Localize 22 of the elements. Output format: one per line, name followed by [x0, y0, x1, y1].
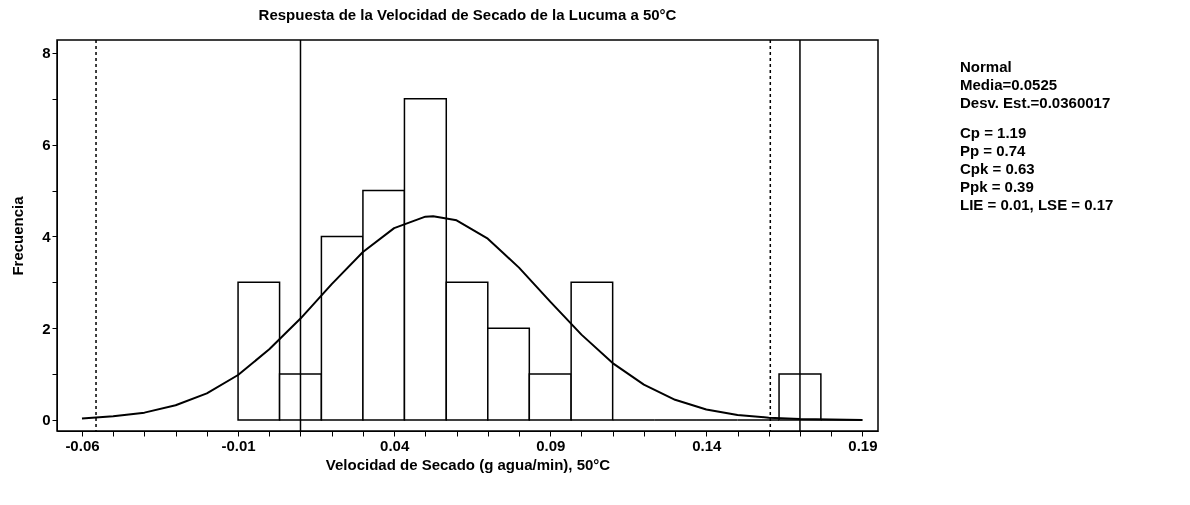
text: Cpk = 0.63: [960, 160, 1036, 178]
x-axis-title: Velocidad de Secado (g agua/min), 50°C: [325, 455, 611, 473]
y-tick-label: 8: [42, 44, 51, 62]
y-tick-label: 0: [42, 411, 51, 429]
text: Pp = 0.74: [960, 142, 1027, 160]
text: Media=0.0525: [960, 76, 1059, 94]
y-tick-label: 4: [42, 227, 52, 245]
x-tick-label: -0.01: [221, 436, 256, 454]
x-tick-label: 0.14: [692, 436, 723, 454]
y-tick-label: 6: [42, 136, 51, 154]
text: Desv. Est.=0.0360017: [960, 94, 1112, 112]
text: Cp = 1.19: [960, 124, 1028, 142]
x-tick-label: 0.09: [536, 436, 566, 454]
text: LIE = 0.01, LSE = 0.17: [960, 196, 1114, 214]
x-tick-label: 0.04: [380, 436, 410, 454]
text: Ppk = 0.39: [960, 178, 1035, 196]
y-axis-title: Frecuencia: [9, 195, 27, 276]
x-tick-label: 0.19: [848, 436, 878, 454]
y-tick-label: 2: [42, 319, 51, 337]
x-tick-label: -0.06: [65, 436, 100, 454]
chart-title: Respuesta de la Velocidad de Secado de la Lucuma a 50°C: [258, 6, 677, 24]
text: Normal: [960, 58, 1013, 76]
